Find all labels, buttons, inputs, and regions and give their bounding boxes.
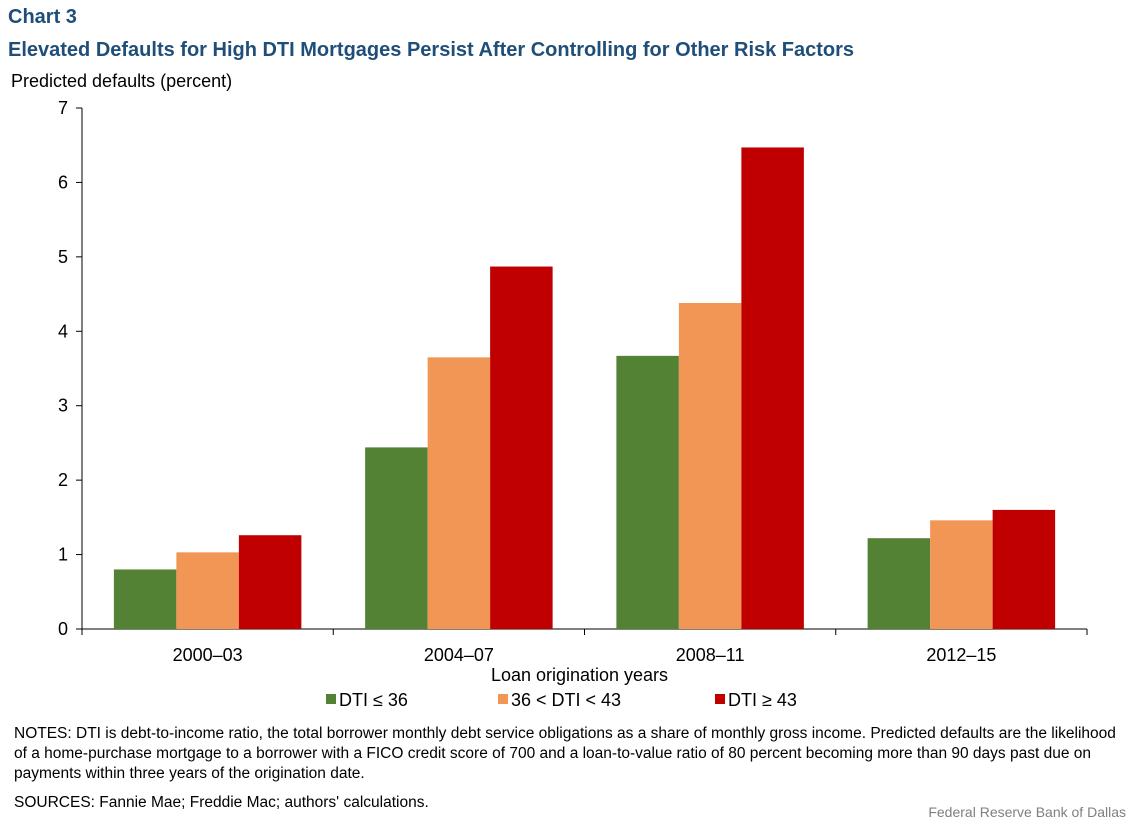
y-tick-label: 6 [58, 172, 68, 192]
bar [427, 357, 491, 629]
legend-swatch [498, 694, 508, 704]
legend-swatch [715, 694, 725, 704]
bar [176, 552, 239, 629]
bar [678, 303, 742, 629]
y-tick-label: 0 [58, 619, 68, 639]
chart-label: Chart 3 [8, 6, 77, 28]
bar-chart: 0 1 2 3 4 5 6 7 2000–03 2004–07 2008–11 2012–15 Loan… [58, 98, 1088, 710]
chart-sources: SOURCES: Fannie Mae; Freddie Mac; author… [14, 794, 429, 811]
y-tick-label: 4 [58, 321, 68, 341]
legend-label: 36 < DTI < 43 [511, 690, 621, 710]
x-axis-title: Loan origination years [491, 665, 668, 685]
x-tick-label: 2012–15 [926, 645, 996, 665]
legend-label: DTI ≤ 36 [339, 690, 408, 710]
y-tick-label: 7 [58, 98, 68, 118]
bar [490, 266, 553, 629]
x-tick-label: 2008–11 [676, 645, 745, 665]
bar [741, 147, 804, 629]
bar [616, 355, 679, 629]
legend-label: DTI ≥ 43 [728, 690, 797, 710]
y-tick-label: 5 [58, 247, 68, 267]
y-axis-label: Predicted defaults (percent) [11, 71, 233, 91]
bar [992, 509, 1056, 629]
bar [867, 538, 931, 629]
y-tick-label: 1 [58, 545, 68, 565]
chart-credit: Federal Reserve Bank of Dallas [928, 804, 1126, 820]
bar [238, 535, 302, 629]
bar [365, 447, 428, 629]
chart-title: Elevated Defaults for High DTI Mortgages… [8, 39, 855, 61]
y-tick-label: 2 [58, 470, 68, 490]
legend-swatch [326, 694, 336, 704]
bar [930, 520, 993, 629]
x-tick-label: 2004–07 [424, 645, 494, 665]
chart-notes: NOTES: DTI is debt-to-income ratio, the … [14, 725, 1116, 782]
x-tick-label: 2000–03 [173, 645, 243, 665]
bar [113, 569, 177, 629]
y-tick-label: 3 [58, 396, 68, 416]
